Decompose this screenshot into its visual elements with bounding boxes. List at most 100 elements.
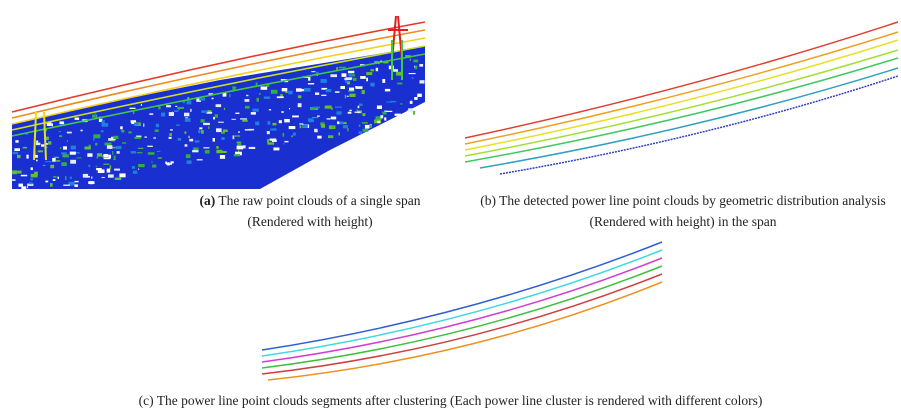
speckle [198, 130, 200, 133]
speckle [157, 151, 161, 152]
speckle [249, 147, 256, 149]
speckle [63, 146, 67, 149]
raw-point-cloud-image [12, 16, 425, 191]
speckle [292, 116, 299, 118]
speckle [359, 131, 363, 134]
speckle [414, 97, 417, 100]
speckle [385, 89, 390, 92]
speckle [363, 129, 369, 132]
speckle [203, 147, 209, 148]
speckle [175, 106, 177, 107]
speckle [221, 137, 224, 140]
speckle [192, 150, 198, 152]
speckle [360, 76, 366, 79]
speckle [343, 125, 348, 128]
speckle [328, 135, 333, 138]
speckle [213, 138, 215, 142]
speckle [113, 136, 118, 139]
speckle [176, 124, 180, 126]
speckle [102, 120, 105, 123]
speckle [377, 121, 380, 123]
speckle [113, 159, 116, 160]
speckle [148, 152, 155, 155]
speckle [261, 87, 268, 90]
speckle [249, 129, 255, 131]
wire [500, 76, 898, 174]
speckle [359, 104, 363, 106]
speckle [267, 139, 269, 143]
speckle [54, 157, 59, 158]
speckle [386, 111, 393, 112]
speckle [152, 165, 156, 168]
speckle [348, 73, 352, 76]
speckle [130, 108, 136, 109]
speckle [205, 150, 210, 154]
speckle [203, 123, 210, 125]
speckle [419, 64, 423, 67]
speckle [53, 176, 56, 178]
speckle [289, 126, 296, 129]
speckle [102, 177, 105, 178]
speckle [52, 158, 56, 162]
speckle [271, 90, 278, 94]
speckle [174, 110, 179, 112]
speckle [67, 132, 72, 134]
speckle [50, 165, 54, 168]
speckle [114, 156, 116, 159]
speckle [326, 89, 332, 92]
speckle [161, 113, 165, 117]
speckle [329, 125, 336, 129]
speckle [178, 138, 181, 141]
speckle [343, 122, 346, 124]
speckle [331, 108, 333, 110]
speckle [45, 181, 48, 183]
speckle [128, 131, 132, 133]
speckle [281, 111, 283, 113]
speckle [149, 113, 153, 114]
speckle [237, 146, 244, 150]
speckle [382, 112, 386, 115]
speckle [342, 73, 347, 77]
caption-c: (c) The power line point clouds segments… [0, 390, 901, 411]
speckle [85, 147, 91, 150]
clustered-lines-image [262, 242, 662, 380]
speckle [138, 148, 144, 149]
speckle [321, 79, 327, 83]
speckle [134, 137, 141, 139]
speckle [317, 136, 321, 139]
speckle [62, 154, 69, 157]
speckle [321, 95, 326, 96]
speckle [399, 122, 400, 126]
speckle [167, 162, 170, 165]
speckle [119, 173, 125, 177]
speckle [102, 123, 109, 127]
speckle [189, 136, 190, 138]
speckle [111, 140, 115, 141]
speckle [362, 113, 365, 116]
speckle [308, 77, 310, 81]
speckle [216, 128, 222, 132]
speckle [390, 101, 396, 102]
speckle [245, 106, 250, 109]
speckle [145, 137, 147, 138]
speckle [41, 144, 44, 146]
speckle [13, 152, 19, 155]
speckle [26, 155, 28, 159]
speckle [338, 132, 340, 135]
speckle [184, 113, 189, 117]
speckle [332, 126, 334, 128]
speckle [410, 101, 413, 104]
speckle [279, 120, 282, 123]
speckle [273, 148, 279, 151]
speckle [195, 140, 200, 142]
speckle [272, 123, 276, 126]
speckle [233, 136, 235, 140]
speckle [48, 141, 51, 144]
speckle [257, 98, 260, 102]
speckle [59, 135, 62, 137]
speckle [65, 176, 66, 180]
speckle [235, 113, 239, 114]
speckle [267, 131, 270, 134]
speckle [400, 103, 402, 104]
speckle [216, 104, 222, 107]
